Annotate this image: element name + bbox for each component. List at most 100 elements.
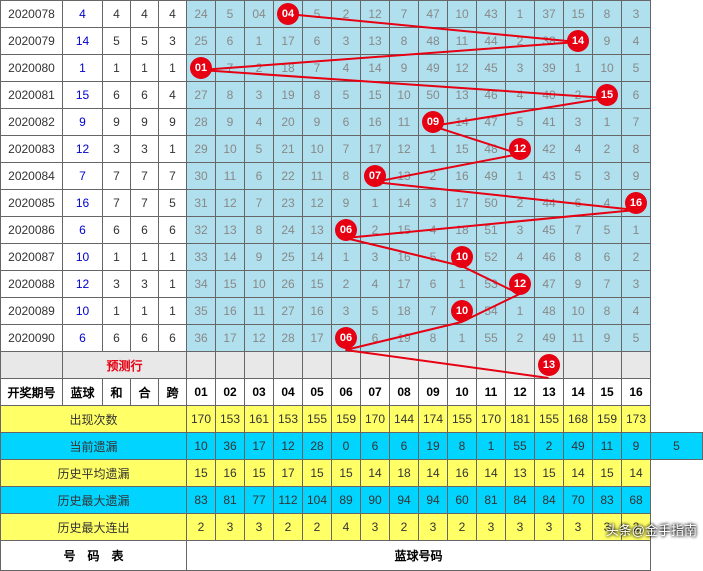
grid-cell: 3 bbox=[622, 1, 651, 28]
grid-cell: 15 bbox=[361, 82, 390, 109]
grid-cell: 14 bbox=[564, 28, 593, 55]
header-num: 14 bbox=[564, 379, 593, 406]
value-cell: 7 bbox=[103, 190, 131, 217]
grid-cell: 1 bbox=[332, 244, 361, 271]
value-cell: 10 bbox=[63, 298, 103, 325]
grid-cell: 2 bbox=[564, 82, 593, 109]
grid-cell: 4 bbox=[622, 298, 651, 325]
header-num: 02 bbox=[216, 379, 245, 406]
stat-label: 历史最大连出 bbox=[1, 514, 187, 541]
header-num: 13 bbox=[535, 379, 564, 406]
footer-left: 号 码 表 bbox=[1, 541, 187, 571]
data-row: 202008710111331492514131651052446862 bbox=[1, 244, 703, 271]
data-row: 2020081156642783198515105013464402156 bbox=[1, 82, 703, 109]
grid-cell: 42 bbox=[535, 136, 564, 163]
header-num: 05 bbox=[303, 379, 332, 406]
stat-cell: 15 bbox=[593, 460, 622, 487]
grid-cell: 5 bbox=[419, 244, 448, 271]
header-num: 16 bbox=[622, 379, 651, 406]
pred-cell bbox=[477, 352, 506, 379]
grid-cell: 12 bbox=[448, 55, 477, 82]
grid-cell: 11 bbox=[216, 163, 245, 190]
stat-cell: 0 bbox=[332, 433, 361, 460]
grid-cell: 12 bbox=[245, 325, 274, 352]
grid-cell: 9 bbox=[622, 163, 651, 190]
grid-cell: 1 bbox=[506, 298, 535, 325]
stat-label: 出现次数 bbox=[1, 406, 187, 433]
stat-cell: 94 bbox=[419, 487, 448, 514]
winning-ball: 16 bbox=[625, 192, 647, 214]
value-cell: 1 bbox=[103, 55, 131, 82]
stat-cell: 94 bbox=[390, 487, 419, 514]
stat-cell: 8 bbox=[448, 433, 477, 460]
grid-cell: 6 bbox=[361, 325, 390, 352]
stat-cell: 11 bbox=[593, 433, 622, 460]
data-row: 202008477773011622118071321649143539 bbox=[1, 163, 703, 190]
value-cell: 4 bbox=[159, 1, 187, 28]
period-cell: 2020085 bbox=[1, 190, 63, 217]
pred-cell bbox=[390, 352, 419, 379]
grid-cell: 47 bbox=[419, 1, 448, 28]
grid-cell: 07 bbox=[361, 163, 390, 190]
grid-cell: 13 bbox=[361, 28, 390, 55]
grid-cell: 8 bbox=[245, 217, 274, 244]
grid-cell: 11 bbox=[564, 325, 593, 352]
grid-cell: 47 bbox=[535, 271, 564, 298]
grid-cell: 1 bbox=[448, 271, 477, 298]
grid-cell: 8 bbox=[303, 82, 332, 109]
winning-ball: 04 bbox=[277, 3, 299, 25]
header-num: 11 bbox=[477, 379, 506, 406]
header-num: 04 bbox=[274, 379, 303, 406]
stat-cell: 170 bbox=[361, 406, 390, 433]
grid-cell: 2 bbox=[332, 271, 361, 298]
grid-cell: 10 bbox=[593, 55, 622, 82]
grid-cell: 10 bbox=[448, 298, 477, 325]
grid-cell: 51 bbox=[477, 217, 506, 244]
stat-cell: 155 bbox=[535, 406, 564, 433]
grid-cell: 7 bbox=[216, 55, 245, 82]
grid-cell: 18 bbox=[448, 217, 477, 244]
grid-cell: 1 bbox=[506, 1, 535, 28]
grid-cell: 18 bbox=[390, 298, 419, 325]
value-cell: 1 bbox=[103, 244, 131, 271]
value-cell: 6 bbox=[63, 217, 103, 244]
pred-cell bbox=[593, 352, 622, 379]
grid-cell: 6 bbox=[622, 82, 651, 109]
stat-cell: 17 bbox=[274, 460, 303, 487]
header-cell: 跨 bbox=[159, 379, 187, 406]
header-cell: 和 bbox=[103, 379, 131, 406]
stat-cell: 112 bbox=[274, 487, 303, 514]
grid-cell: 17 bbox=[303, 325, 332, 352]
header-num: 06 bbox=[332, 379, 361, 406]
grid-cell: 12 bbox=[216, 190, 245, 217]
grid-cell: 43 bbox=[477, 1, 506, 28]
grid-cell: 35 bbox=[187, 298, 216, 325]
pred-cell bbox=[564, 352, 593, 379]
grid-cell: 5 bbox=[622, 55, 651, 82]
grid-cell: 12 bbox=[506, 136, 535, 163]
value-cell: 6 bbox=[103, 325, 131, 352]
grid-cell: 4 bbox=[506, 82, 535, 109]
stat-cell: 15 bbox=[187, 460, 216, 487]
pred-cell bbox=[216, 352, 245, 379]
grid-cell: 39 bbox=[535, 55, 564, 82]
grid-cell: 16 bbox=[622, 190, 651, 217]
grid-cell: 10 bbox=[303, 136, 332, 163]
grid-cell: 19 bbox=[390, 325, 419, 352]
stat-cell: 14 bbox=[361, 460, 390, 487]
stat-cell: 3 bbox=[477, 514, 506, 541]
pred-cell bbox=[245, 352, 274, 379]
value-cell: 14 bbox=[63, 28, 103, 55]
grid-cell: 9 bbox=[564, 271, 593, 298]
grid-cell: 22 bbox=[274, 163, 303, 190]
grid-cell: 4 bbox=[593, 190, 622, 217]
grid-cell: 19 bbox=[274, 82, 303, 109]
stat-cell: 173 bbox=[622, 406, 651, 433]
grid-cell: 27 bbox=[187, 82, 216, 109]
grid-cell: 45 bbox=[477, 55, 506, 82]
value-cell: 6 bbox=[103, 217, 131, 244]
stat-cell: 5 bbox=[651, 433, 703, 460]
grid-cell: 8 bbox=[593, 1, 622, 28]
stat-cell: 14 bbox=[477, 460, 506, 487]
grid-cell: 4 bbox=[361, 271, 390, 298]
